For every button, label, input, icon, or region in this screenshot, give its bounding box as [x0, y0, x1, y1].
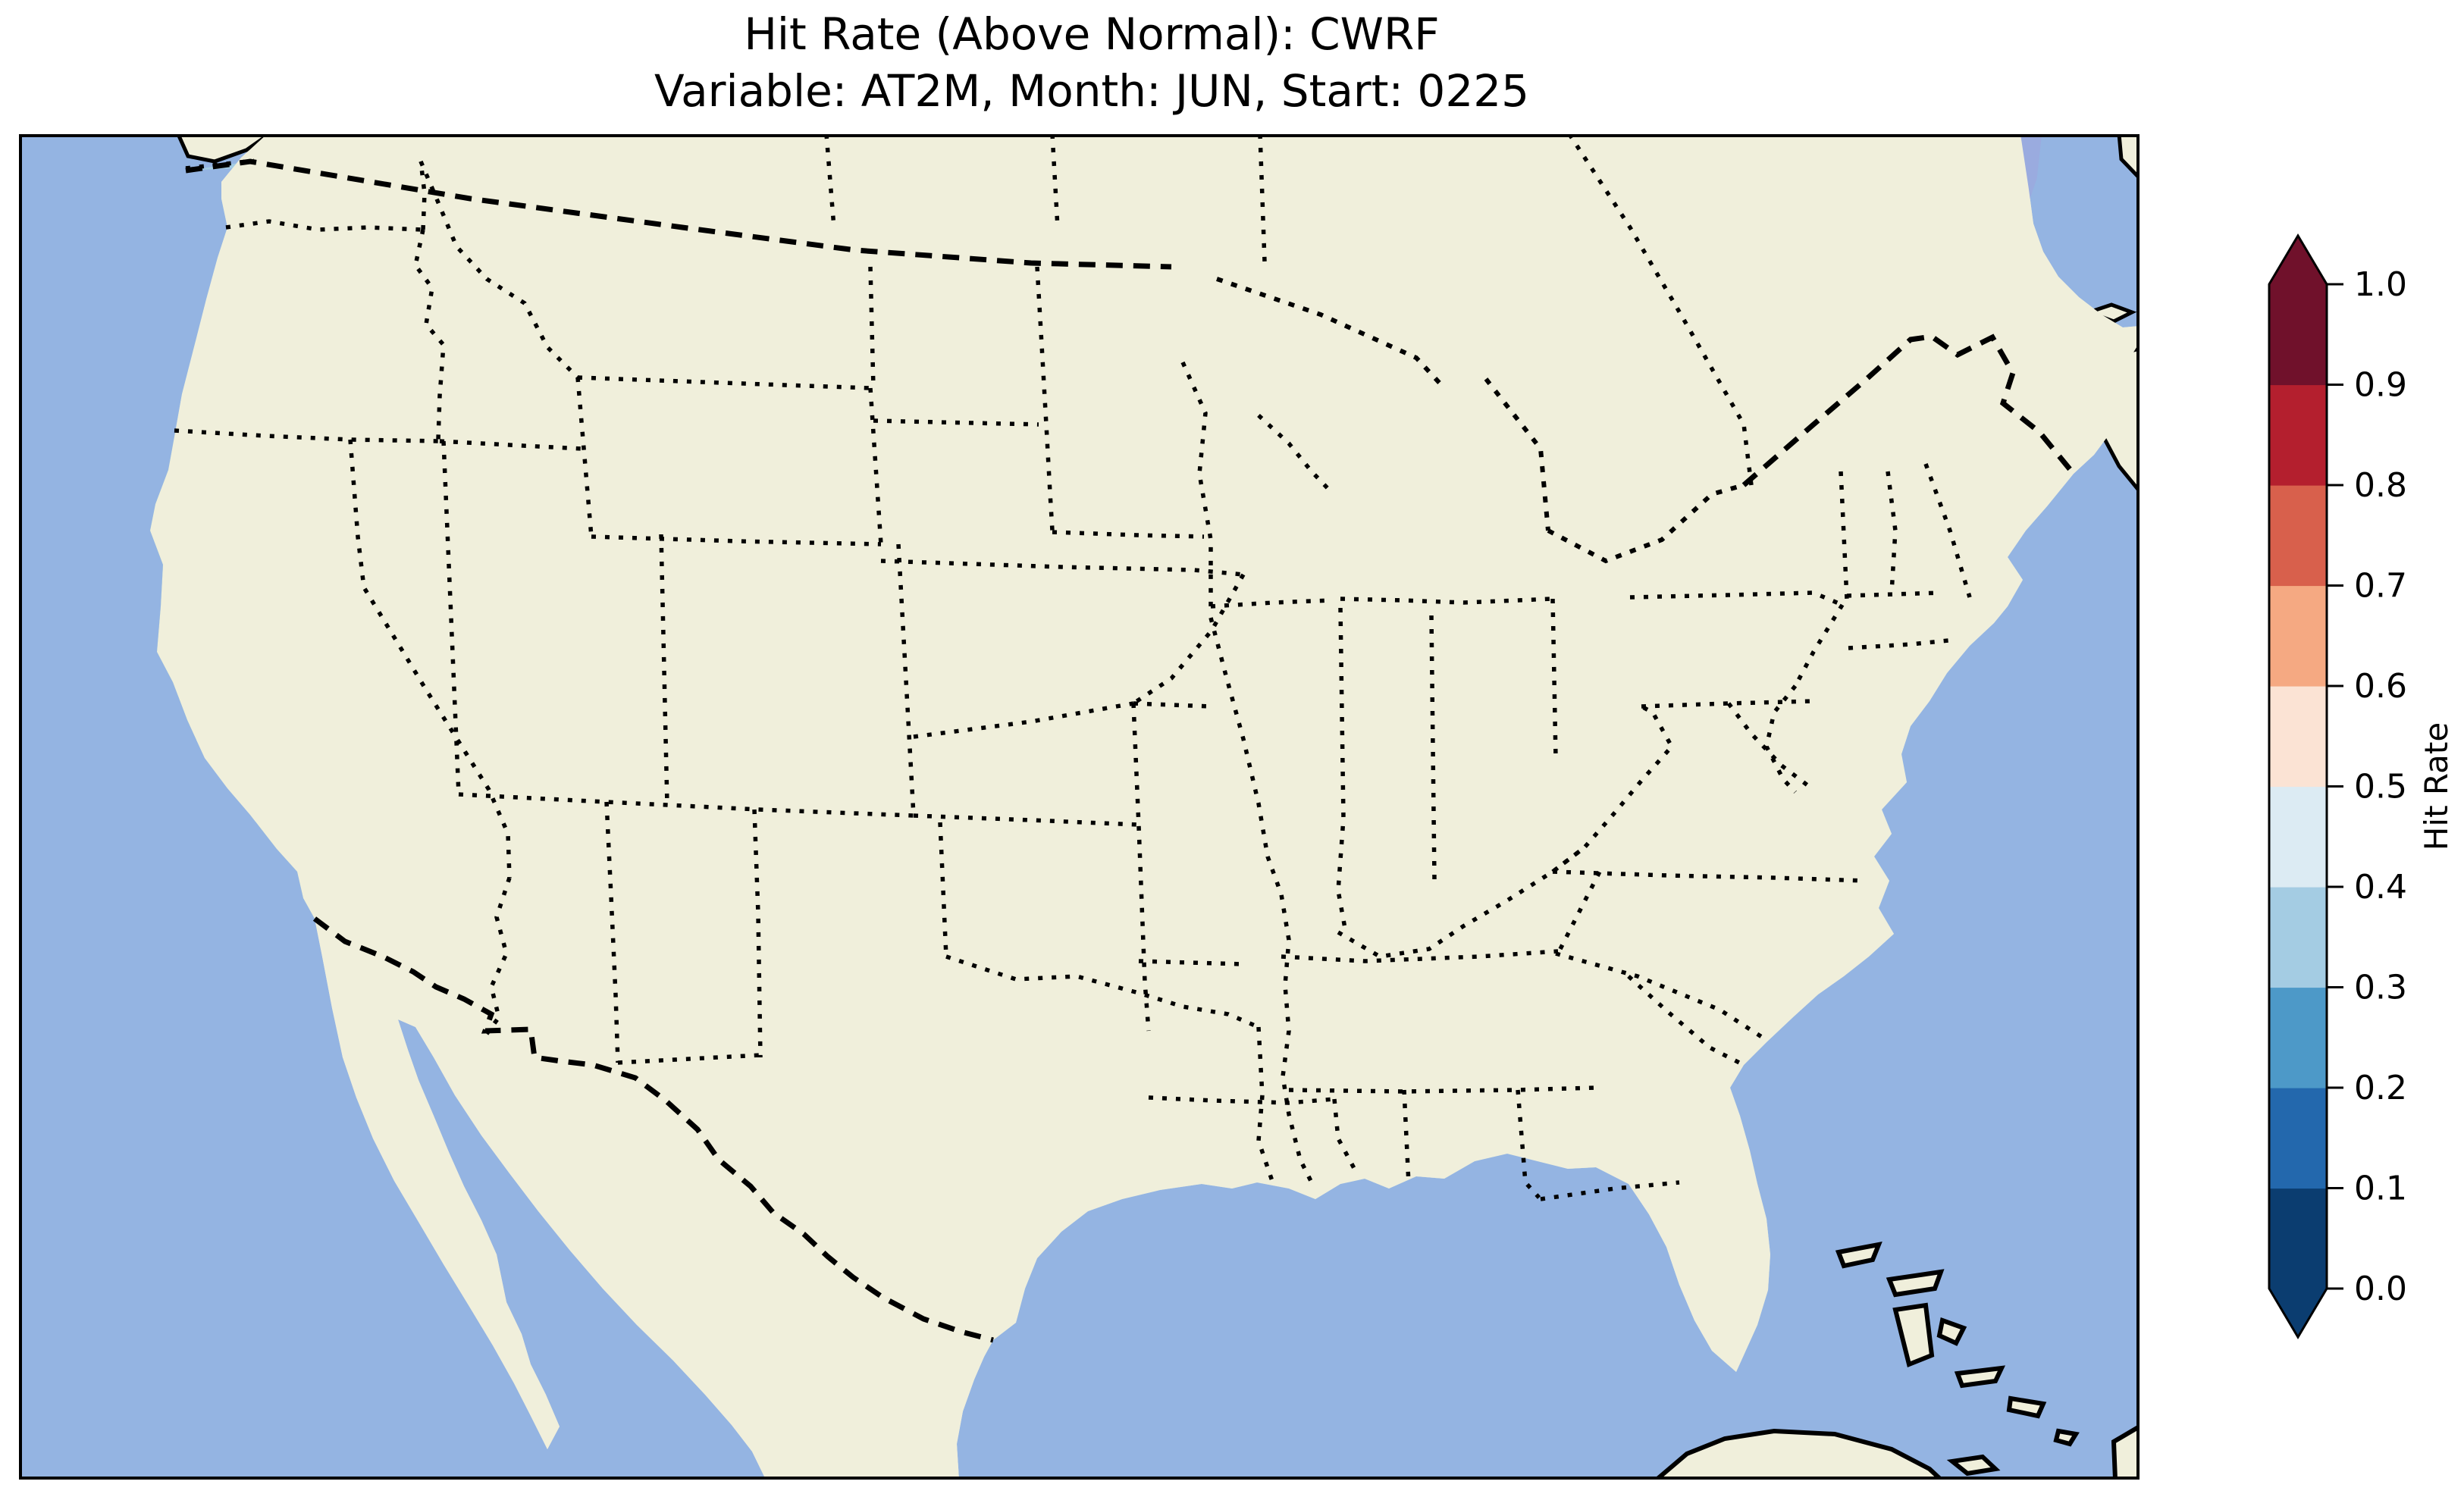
figure-title: Hit Rate (Above Normal): CWRF Variable: …	[0, 6, 2183, 121]
colorbar-band	[2269, 1188, 2327, 1289]
colorbar-tick-label: 0.1	[2354, 1170, 2407, 1208]
caribbean-islands	[1653, 1242, 2140, 1480]
vancouver-island	[176, 134, 273, 164]
colorbar-band	[2269, 284, 2327, 386]
us-mexico-border	[312, 916, 994, 1343]
colorbar-tick-label: 0.6	[2354, 667, 2407, 706]
colorbar-tick-label: 0.0	[2354, 1270, 2407, 1308]
colorbar: 0.0 0.1 0.2 0.3 0.4 0.5 0.6 0.7 0.8 0.9 1.0 Hit Rat…	[2268, 233, 2455, 1339]
us-canada-border	[185, 158, 1172, 270]
colorbar-band	[2269, 987, 2327, 1088]
national-borders	[185, 158, 2076, 1343]
colorbar-axis-label: Hit Rate	[2418, 722, 2455, 850]
colorbar-band	[2269, 384, 2327, 486]
us-canada-border-lakes	[1216, 277, 1745, 564]
us-canada-border-east	[1741, 334, 2076, 487]
colorbar-band	[2269, 585, 2327, 687]
colorbar-band	[2269, 686, 2327, 788]
cuba-islet	[1946, 1454, 2001, 1477]
colorbar-over-arrow	[2269, 236, 2327, 284]
bahama-island	[1936, 1317, 1967, 1346]
map-area	[19, 134, 2140, 1480]
colorbar-tick-label: 1.0	[2354, 265, 2407, 304]
bahama-island	[1886, 1269, 1945, 1298]
colorbar-band	[2269, 786, 2327, 888]
colorbar-band	[2269, 485, 2327, 587]
bahama-island	[1954, 1365, 2006, 1389]
map-frame	[19, 134, 2140, 1480]
bahama-andros	[1892, 1302, 1935, 1368]
colorbar-tick-label: 0.4	[2354, 868, 2407, 907]
newfoundland-corner	[2117, 134, 2140, 181]
colorbar-tick-label: 0.2	[2354, 1069, 2407, 1107]
figure-title-line2: Variable: AT2M, Month: JUN, Start: 0225	[654, 65, 1530, 117]
bahama-island	[2006, 1395, 2047, 1419]
hispaniola-corner	[2111, 1423, 2140, 1480]
colorbar-band	[2269, 887, 2327, 988]
figure-title-line1: Hit Rate (Above Normal): CWRF	[744, 8, 1440, 60]
colorbar-band	[2269, 1088, 2327, 1189]
bahama-island	[1835, 1242, 1882, 1269]
bahama-islet	[2053, 1428, 2080, 1447]
cuba	[1653, 1428, 1945, 1480]
colorbar-under-arrow	[2269, 1289, 2327, 1337]
colorbar-tick-label: 0.3	[2354, 969, 2407, 1007]
state-borders	[174, 134, 1972, 1201]
colorbar-tick-label: 0.7	[2354, 567, 2407, 606]
colorbar-tick-label: 0.8	[2354, 466, 2407, 505]
colorbar-tick-label: 0.5	[2354, 768, 2407, 806]
colorbar-tick-label: 0.9	[2354, 366, 2407, 405]
